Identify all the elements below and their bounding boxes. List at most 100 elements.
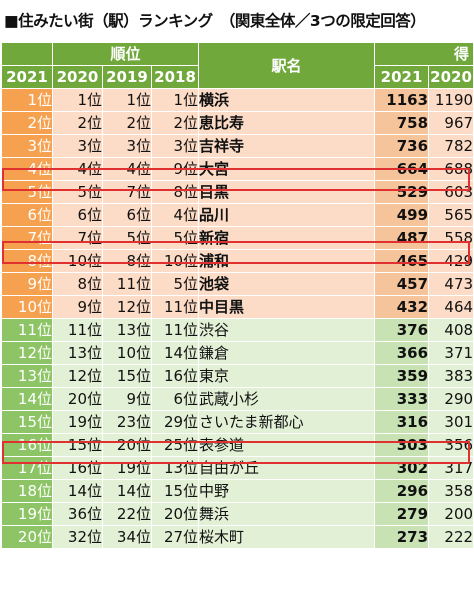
score-2021-cell: 279 <box>374 502 430 526</box>
rank-2020-cell: 14位 <box>52 479 103 503</box>
rank-2021-cell: 17位 <box>1 456 53 480</box>
year-header-score-2021: 2021 <box>374 65 430 89</box>
table-row: 3位 3位 3位 3位 吉祥寺 736 782 <box>1 134 474 158</box>
rank-2020-cell: 9位 <box>52 295 103 319</box>
table-row: 11位 11位 13位 11位 渋谷 376 408 <box>1 318 474 342</box>
rank-2019-cell: 22位 <box>102 502 152 526</box>
page-title: ■住みたい街（駅）ランキング （関東全体／3つの限定回答） <box>4 12 426 30</box>
score-2020-cell: 200 <box>428 502 474 526</box>
table-row: 18位 14位 14位 15位 中野 296 358 <box>1 479 474 503</box>
score-2020-cell: 603 <box>428 180 474 204</box>
score-2021-cell: 432 <box>374 295 430 319</box>
year-header-rank-2019: 2019 <box>102 65 152 89</box>
rank-2019-cell: 3位 <box>102 134 152 158</box>
ranking-body: 1位 1位 1位 1位 横浜 1163 1190 2位 2位 2位 2位 恵比寿 758 967 3位 3位 3… <box>1 88 474 549</box>
rank-2018-cell: 5位 <box>150 272 200 296</box>
station-name-cell: 池袋 <box>198 272 376 296</box>
rank-2018-cell: 4位 <box>150 203 200 227</box>
rank-2018-cell: 1位 <box>150 88 200 112</box>
year-header-score-2020: 2020 <box>428 65 474 89</box>
rank-2018-cell: 11位 <box>150 295 200 319</box>
score-2021-cell: 758 <box>374 111 430 135</box>
rank-2019-cell: 9位 <box>102 387 152 411</box>
rank-2018-cell: 16位 <box>150 364 200 388</box>
rank-2019-cell: 5位 <box>102 226 152 250</box>
table-row: 4位 4位 4位 9位 大宮 664 688 <box>1 157 474 181</box>
rank-2019-cell: 1位 <box>102 88 152 112</box>
score-2020-cell: 688 <box>428 157 474 181</box>
table-row: 7位 7位 5位 5位 新宿 487 558 <box>1 226 474 250</box>
score-2021-cell: 302 <box>374 456 430 480</box>
rank-2020-cell: 5位 <box>52 180 103 204</box>
station-name-cell: 表参道 <box>198 433 376 457</box>
score-2020-cell: 1190 <box>428 88 474 112</box>
score-2021-cell: 465 <box>374 249 430 273</box>
rank-2020-cell: 11位 <box>52 318 103 342</box>
score-2021-cell: 457 <box>374 272 430 296</box>
score-2020-cell: 371 <box>428 341 474 365</box>
year-header-rank-2020: 2020 <box>52 65 103 89</box>
table-row: 9位 8位 11位 5位 池袋 457 473 <box>1 272 474 296</box>
rank-2018-cell: 6位 <box>150 387 200 411</box>
rank-2021-cell: 13位 <box>1 364 53 388</box>
station-name-cell: 武蔵小杉 <box>198 387 376 411</box>
rank-2020-cell: 7位 <box>52 226 103 250</box>
table-row: 1位 1位 1位 1位 横浜 1163 1190 <box>1 88 474 112</box>
score-2020-cell: 558 <box>428 226 474 250</box>
rank-2019-cell: 4位 <box>102 157 152 181</box>
score-2021-cell: 296 <box>374 479 430 503</box>
station-name-cell: 桜木町 <box>198 525 376 549</box>
station-name-cell: 恵比寿 <box>198 111 376 135</box>
rank-2019-cell: 14位 <box>102 479 152 503</box>
score-2021-cell: 303 <box>374 433 430 457</box>
station-header: 駅名 <box>198 42 376 89</box>
rank-2018-cell: 27位 <box>150 525 200 549</box>
rank-2020-cell: 15位 <box>52 433 103 457</box>
rank-2021-cell: 12位 <box>1 341 53 365</box>
score-2020-cell: 782 <box>428 134 474 158</box>
score-2021-cell: 529 <box>374 180 430 204</box>
score-2021-cell: 333 <box>374 387 430 411</box>
score-2021-cell: 664 <box>374 157 430 181</box>
rank-2018-cell: 15位 <box>150 479 200 503</box>
rank-2020-cell: 6位 <box>52 203 103 227</box>
rank-2018-cell: 5位 <box>150 226 200 250</box>
station-name-cell: 中目黒 <box>198 295 376 319</box>
rank-2021-cell: 19位 <box>1 502 53 526</box>
score-2020-cell: 301 <box>428 410 474 434</box>
score-2020-cell: 358 <box>428 479 474 503</box>
station-name-cell: 浦和 <box>198 249 376 273</box>
rank-2021-cell: 20位 <box>1 525 53 549</box>
rank-2021-cell: 3位 <box>1 134 53 158</box>
station-name-cell: 舞浜 <box>198 502 376 526</box>
score-2021-cell: 376 <box>374 318 430 342</box>
table-row: 5位 5位 7位 8位 目黒 529 603 <box>1 180 474 204</box>
rank-2021-cell: 5位 <box>1 180 53 204</box>
score-2020-cell: 317 <box>428 456 474 480</box>
rank-2021-cell: 1位 <box>1 88 53 112</box>
rank-2021-cell: 8位 <box>1 249 53 273</box>
year-header-rank-2018: 2018 <box>150 65 200 89</box>
rank-2021-cell: 15位 <box>1 410 53 434</box>
rank-2020-cell: 10位 <box>52 249 103 273</box>
station-name-cell: 東京 <box>198 364 376 388</box>
rank-2018-cell: 10位 <box>150 249 200 273</box>
score-2021-cell: 366 <box>374 341 430 365</box>
score-2021-cell: 359 <box>374 364 430 388</box>
score-2020-cell: 967 <box>428 111 474 135</box>
score-2020-cell: 383 <box>428 364 474 388</box>
rank-2018-cell: 14位 <box>150 341 200 365</box>
rank-2020-cell: 12位 <box>52 364 103 388</box>
score-2021-cell: 316 <box>374 410 430 434</box>
table-row: 17位 16位 19位 13位 自由が丘 302 317 <box>1 456 474 480</box>
table-row: 8位 10位 8位 10位 浦和 465 429 <box>1 249 474 273</box>
rank-2021-cell: 7位 <box>1 226 53 250</box>
rank-2020-cell: 2位 <box>52 111 103 135</box>
rank-2020-cell: 20位 <box>52 387 103 411</box>
station-name-cell: 鎌倉 <box>198 341 376 365</box>
station-name-cell: 渋谷 <box>198 318 376 342</box>
score-2020-cell: 222 <box>428 525 474 549</box>
station-name-cell: 自由が丘 <box>198 456 376 480</box>
table-row: 10位 9位 12位 11位 中目黒 432 464 <box>1 295 474 319</box>
rank-2019-cell: 6位 <box>102 203 152 227</box>
